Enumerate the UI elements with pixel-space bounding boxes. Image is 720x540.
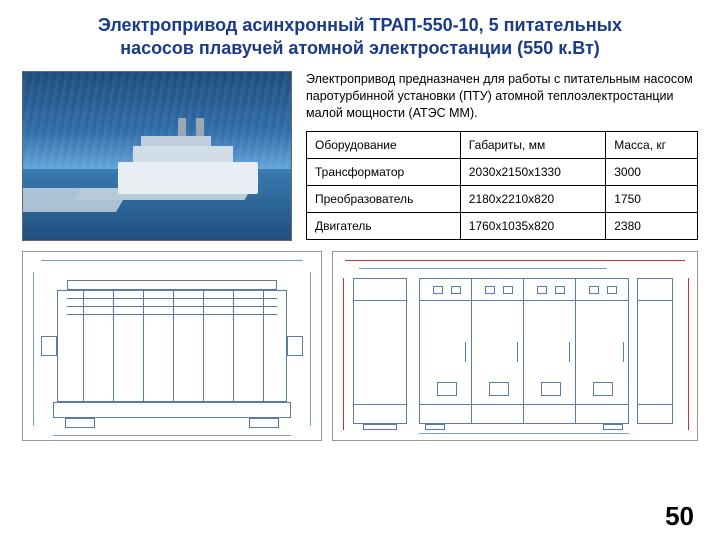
table-row: Двигатель 1760х1035х820 2380 bbox=[307, 213, 698, 240]
ship-photo bbox=[22, 71, 292, 241]
page-title: Электропривод асинхронный ТРАП-550-10, 5… bbox=[0, 0, 720, 71]
right-column: Электропривод предназначен для работы с … bbox=[306, 71, 698, 241]
drawings-section bbox=[0, 241, 720, 441]
col-mass: Масса, кг bbox=[606, 132, 698, 159]
table-row: Преобразователь 2180х2210х820 1750 bbox=[307, 186, 698, 213]
spec-table: Оборудование Габариты, мм Масса, кг Тран… bbox=[306, 131, 698, 240]
table-header-row: Оборудование Габариты, мм Масса, кг bbox=[307, 132, 698, 159]
title-line-2: насосов плавучей атомной электростанции … bbox=[30, 37, 690, 60]
page-number: 50 bbox=[665, 501, 694, 532]
table-row: Трансформатор 2030х2150х1330 3000 bbox=[307, 159, 698, 186]
upper-section: Электропривод предназначен для работы с … bbox=[0, 71, 720, 241]
col-equipment: Оборудование bbox=[307, 132, 461, 159]
cabinet-drawing bbox=[332, 251, 698, 441]
title-line-1: Электропривод асинхронный ТРАП-550-10, 5… bbox=[30, 14, 690, 37]
motor-drawing bbox=[22, 251, 322, 441]
description-text: Электропривод предназначен для работы с … bbox=[306, 71, 698, 122]
col-dimensions: Габариты, мм bbox=[460, 132, 605, 159]
